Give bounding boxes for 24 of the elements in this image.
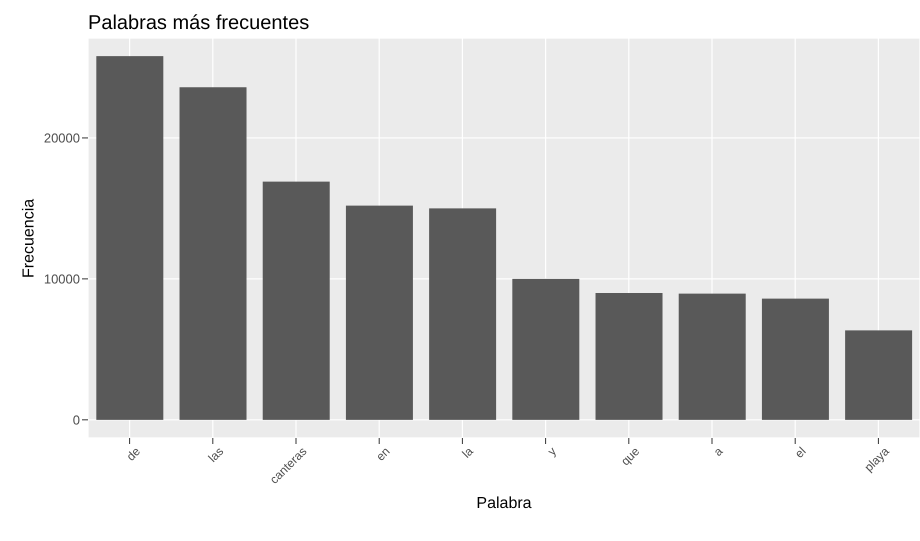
x-tick-label: el: [792, 444, 809, 461]
y-tick-label: 10000: [44, 271, 80, 286]
bar: [96, 56, 164, 420]
y-tick-label: 20000: [44, 130, 80, 146]
bar: [845, 330, 912, 420]
x-tick-label: la: [459, 444, 476, 461]
y-axis-title: Frecuencia: [20, 198, 38, 278]
bar: [596, 292, 663, 420]
x-tick-label: a: [710, 444, 726, 459]
y-tick-label: 0: [72, 412, 80, 428]
bar: [262, 182, 330, 420]
x-tick-label: de: [124, 444, 144, 464]
bar: [180, 87, 247, 420]
x-tick-label: las: [205, 444, 226, 465]
bar: [512, 278, 580, 420]
bar: [762, 298, 829, 420]
x-axis-title: Palabra: [476, 495, 532, 512]
x-tick-label: que: [618, 444, 642, 468]
bar: [429, 208, 496, 420]
x-tick-label: y: [544, 444, 560, 458]
chart-title: Palabras más frecuentes: [87, 11, 310, 36]
bar: [678, 294, 746, 420]
x-tick-label: en: [373, 444, 393, 464]
bar: [346, 206, 413, 420]
